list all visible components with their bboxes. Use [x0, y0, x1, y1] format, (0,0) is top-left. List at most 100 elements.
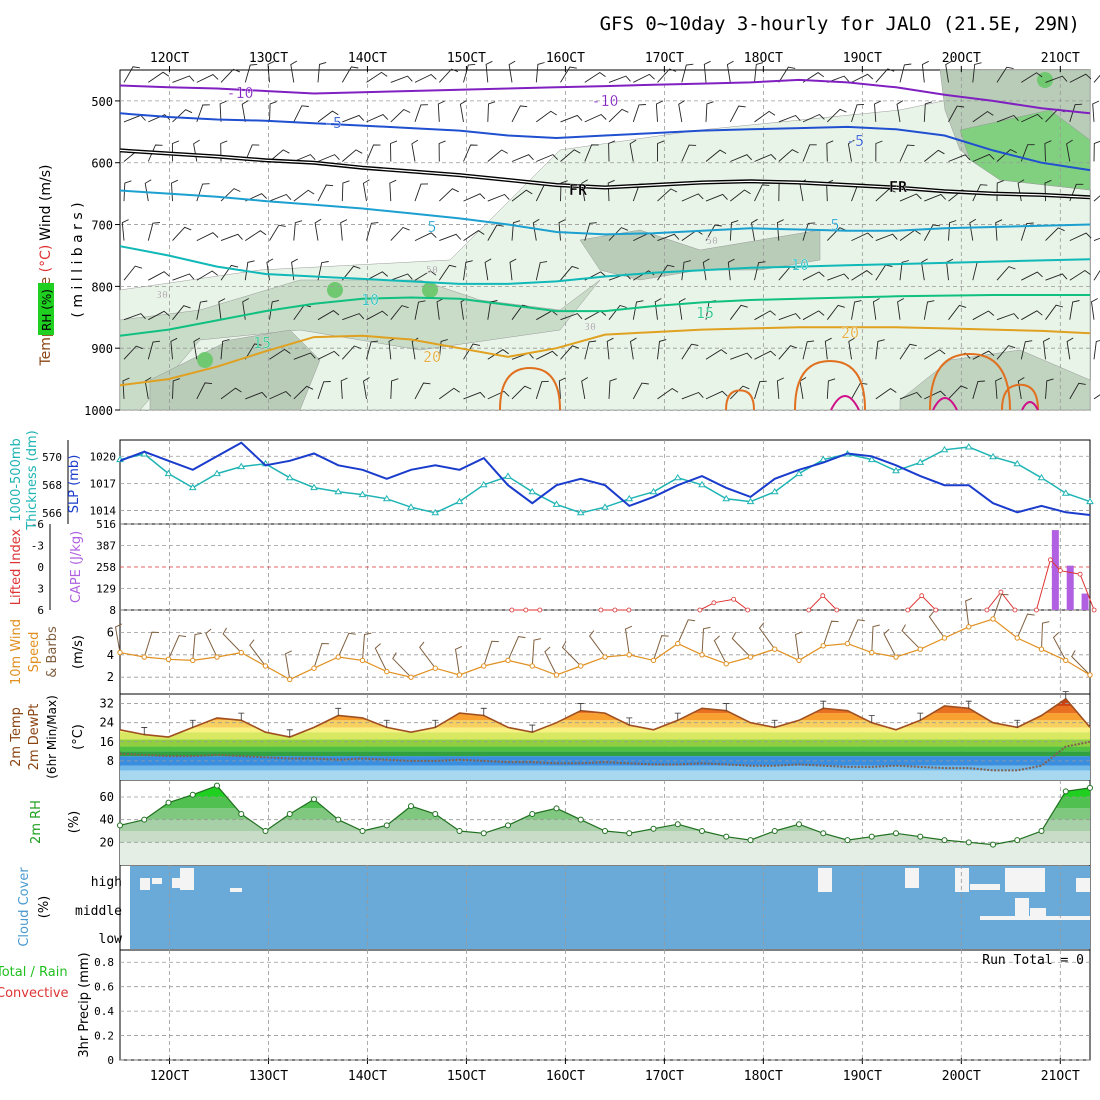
upper-wind-barb: [144, 179, 152, 202]
temp-ylabel-3: (6hr Min/Max): [45, 695, 59, 779]
upper-wind-barb: [754, 310, 776, 321]
surface-wind-barb: [701, 626, 711, 655]
upper-wind-barb: [945, 60, 953, 83]
upper-wind-barb: [536, 110, 557, 123]
upper-wind-barb: [1045, 273, 1068, 281]
warm-contour: [499, 366, 561, 411]
temp-line: [119, 697, 1091, 738]
upper-wind-barb: [995, 219, 1003, 241]
rh-band: [120, 808, 1090, 820]
rh-shading-spot: [422, 282, 438, 298]
thickness-point: [1037, 473, 1046, 481]
upper-wind-barb: [317, 184, 334, 202]
li-tick-label: 3: [37, 583, 44, 596]
upper-wind-barb: [705, 149, 727, 162]
upper-wind-barb: [921, 258, 928, 281]
li-tick-label: 0: [37, 561, 44, 574]
upper-wind-barb: [657, 264, 675, 281]
thickness-point: [188, 483, 197, 491]
upper-wind-barb: [851, 103, 865, 123]
upper-wind-barb: [123, 345, 143, 360]
contour-label: 10: [791, 256, 809, 274]
surface-wind-barb: [847, 619, 865, 644]
thickness-point: [334, 487, 343, 495]
cloud-yunit: (%): [37, 896, 52, 919]
temp-whisker: [480, 707, 487, 716]
rh-point: [165, 799, 172, 806]
upper-wind-barb: [1044, 140, 1052, 162]
upper-wind-barb: [921, 60, 929, 83]
thickness-point: [795, 469, 803, 477]
upper-wind-barb: [269, 299, 280, 320]
li-point: [1091, 607, 1097, 613]
upper-wind-barb: [824, 337, 832, 360]
li-point: [612, 607, 618, 613]
upper-wind-barb: [1069, 300, 1080, 320]
upper-wind-barb: [727, 258, 735, 281]
li-point: [1012, 607, 1018, 613]
upper-wind-barb: [558, 377, 566, 399]
contour-label: 5: [830, 216, 839, 234]
upper-wind-barb: [705, 101, 714, 122]
upper-wind-barb: [1021, 72, 1043, 83]
surface-wind-barb: [313, 642, 329, 669]
surface-wind-barb: [871, 624, 880, 653]
chart-title: GFS 0~10day 3-hourly for JALO (21.5E, 29…: [600, 13, 1080, 35]
thickness-point: [770, 487, 779, 495]
thickness-point: [164, 469, 173, 477]
wind-ylabel-2: Speed: [27, 632, 42, 673]
upper-wind-barb: [172, 273, 195, 281]
upper-wind-barb: [899, 391, 922, 400]
cape-ylabel: CAPE (J/kg): [69, 531, 84, 603]
wind-speed-point: [772, 646, 778, 652]
thickness-ylabel-2: Thickness (dm): [25, 430, 40, 530]
contour-label: FR: [889, 178, 908, 196]
pressure-tick-label: 900: [91, 342, 113, 356]
thickness-point: [940, 445, 949, 453]
hot-contour: [932, 397, 958, 411]
li-point: [509, 607, 515, 613]
surface-wind-barb: [653, 635, 669, 661]
upper-wind-barb: [439, 387, 460, 400]
surface-wind-barb: [1071, 650, 1091, 676]
upper-wind-barb: [681, 63, 694, 83]
li-tick-label: -6: [31, 518, 44, 531]
li-point: [905, 607, 911, 613]
surface-wind-barb: [1041, 621, 1050, 650]
surface-wind-barb: [483, 640, 499, 667]
upper-wind-barb: [147, 144, 163, 162]
upper-wind-barb: [390, 108, 411, 123]
upper-wind-barb: [729, 385, 750, 400]
upper-wind-barb: [244, 343, 262, 360]
upper-wind-barb: [1093, 269, 1100, 281]
upper-wind-barb: [463, 230, 485, 241]
li-point: [745, 607, 751, 613]
upper-wind-barb: [657, 387, 679, 400]
upper-wind-barb: [972, 350, 995, 360]
pressure-tick-label: 800: [91, 280, 113, 294]
upper-wind-barb: [269, 101, 277, 122]
upper-wind-barb: [342, 114, 365, 123]
li-point: [626, 607, 632, 613]
upper-wind-barb: [269, 149, 290, 162]
wind-tick-label: 2: [107, 670, 114, 684]
isotherm-line: [119, 326, 1091, 387]
upper-wind-barb: [269, 224, 286, 241]
time-tick-label-bottom: 18OCT: [744, 1069, 783, 1084]
upper-wind-barb: [899, 144, 915, 162]
upper-wind-barb: [535, 380, 549, 400]
slp-tick-label: 1020: [90, 450, 117, 463]
upper-wind-barb: [875, 140, 883, 162]
upper-wind-barb: [342, 149, 363, 162]
temp-whisker: [868, 715, 875, 723]
isotherm-line: [119, 189, 1091, 236]
precip-tick-label: 0.6: [94, 981, 114, 994]
upper-wind-barb: [560, 114, 583, 123]
wind-speed-point: [820, 643, 826, 649]
upper-wind-barb: [657, 339, 667, 360]
upper-wind-barb: [1091, 298, 1098, 320]
thickness-point: [382, 494, 391, 502]
upper-wind-barb: [487, 349, 509, 360]
upper-wind-barb: [463, 63, 476, 83]
upper-wind-barb: [171, 140, 180, 162]
